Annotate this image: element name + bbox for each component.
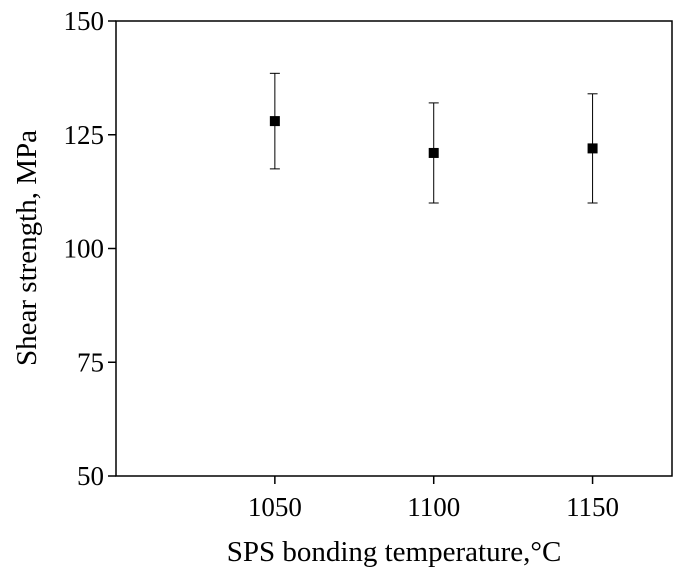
x-tick-label: 1050: [248, 492, 302, 522]
x-tick-label: 1150: [566, 492, 619, 522]
plot-area: [115, 20, 673, 477]
y-tick-label: 125: [64, 120, 105, 150]
data-point-marker: [269, 116, 280, 127]
x-axis-ticks: 1050 1100 1150: [248, 476, 619, 522]
y-tick-label: 100: [64, 234, 105, 264]
x-tick-label: 1100: [407, 492, 460, 522]
y-axis-ticks: 50 75 100 125 150: [64, 6, 116, 491]
y-tick-label: 75: [77, 347, 104, 377]
data-points: [269, 72, 598, 204]
data-point-marker: [587, 143, 598, 154]
y-tick-label: 50: [77, 461, 104, 491]
data-point-marker: [428, 147, 439, 158]
y-tick-label: 150: [64, 6, 105, 36]
x-axis-title: SPS bonding temperature,°C: [227, 536, 562, 568]
y-axis-title: Shear strength, MPa: [11, 130, 43, 366]
